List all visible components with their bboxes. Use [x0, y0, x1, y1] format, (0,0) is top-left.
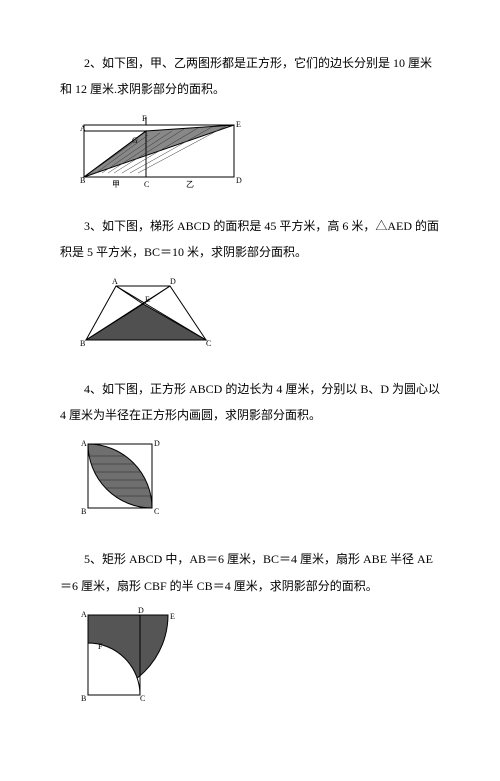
svg-text:乙: 乙 [186, 180, 194, 189]
problem-4-text: 4、如下图，正方形 ABCD 的边长为 4 厘米，分别以 B、D 为圆心以 4 … [60, 376, 440, 429]
svg-text:A: A [80, 124, 86, 133]
svg-text:C: C [154, 507, 159, 516]
svg-text:F: F [142, 114, 147, 123]
svg-text:B: B [81, 694, 86, 703]
svg-text:D: D [154, 439, 160, 448]
problem-5-figure: A D E B C F [78, 607, 440, 707]
svg-text:D: D [170, 277, 176, 286]
svg-text:F: F [98, 642, 103, 651]
svg-text:B: B [81, 507, 86, 516]
svg-text:E: E [145, 295, 150, 304]
svg-text:C: C [140, 694, 145, 703]
svg-text:甲: 甲 [112, 180, 120, 189]
svg-text:E: E [236, 120, 241, 129]
problem-2-figure: A F E B C D G 甲 乙 [78, 111, 440, 189]
svg-text:A: A [81, 439, 87, 448]
svg-text:D: D [138, 607, 144, 615]
svg-text:D: D [236, 176, 242, 185]
svg-text:A: A [81, 610, 87, 619]
problem-2-text: 2、如下图，甲、乙两图形都是正方形，它们的边长分别是 10 厘米和 12 厘米.… [60, 50, 440, 103]
svg-text:C: C [206, 339, 211, 348]
svg-text:G: G [132, 136, 138, 145]
problem-4-figure: A D B C [78, 436, 440, 522]
svg-text:E: E [170, 612, 175, 621]
problem-3-figure: A D B C E [78, 274, 440, 352]
svg-text:B: B [80, 176, 85, 185]
problem-3-text: 3、如下图，梯形 ABCD 的面积是 45 平方米，高 6 米，△AED 的面积… [60, 213, 440, 266]
problem-5-text: 5、矩形 ABCD 中，AB＝6 厘米，BC＝4 厘米，扇形 ABE 半径 AE… [60, 546, 440, 599]
svg-text:C: C [144, 180, 149, 189]
svg-text:B: B [80, 339, 85, 348]
svg-text:A: A [112, 277, 118, 286]
